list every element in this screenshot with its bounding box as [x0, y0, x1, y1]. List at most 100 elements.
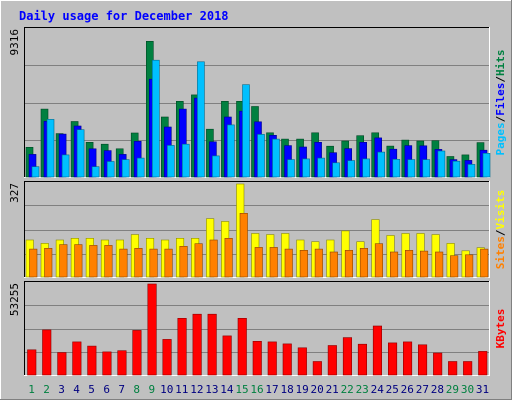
kbytes-bar-kbytes-day-28	[433, 352, 443, 376]
visits-sites-legend-part-0: Sites	[494, 236, 507, 269]
hits-files-pages-bar-pages-day-15	[242, 84, 250, 178]
day-label-29: 29	[446, 383, 459, 396]
day-label-20: 20	[310, 383, 323, 396]
visits-sites-bar-sites-day-27	[419, 250, 429, 278]
day-label-1: 1	[28, 383, 35, 396]
visits-sites-bar-sites-day-11	[179, 246, 188, 278]
hits-files-pages-bar-pages-day-9	[152, 59, 160, 178]
hits-files-pages-bar-pages-day-22	[347, 160, 356, 178]
day-label-25: 25	[386, 383, 399, 396]
kbytes-bar-kbytes-day-20	[312, 361, 322, 376]
visits-sites-bar-sites-day-30	[465, 254, 474, 278]
visits-sites-panel: 327 Sites/Visits	[8, 181, 507, 278]
hits-files-pages-bar-pages-day-19	[302, 158, 310, 178]
kbytes-bar-kbytes-day-4	[72, 341, 82, 376]
kbytes-bar-kbytes-day-6	[102, 351, 112, 376]
day-label-10: 10	[160, 383, 173, 396]
visits-sites-bar-sites-day-18	[284, 248, 293, 278]
hits-files-pages-bar-pages-day-8	[136, 157, 145, 178]
kbytes-bar-kbytes-day-14	[222, 335, 232, 376]
day-label-2: 2	[43, 383, 50, 396]
kbytes-bar-kbytes-day-5	[87, 345, 97, 376]
day-label-17: 17	[265, 383, 278, 396]
day-label-16: 16	[250, 383, 263, 396]
day-label-12: 12	[190, 383, 203, 396]
hits-files-pages-bar-pages-day-31	[482, 153, 491, 178]
day-label-23: 23	[356, 383, 369, 396]
visits-sites-bar-sites-day-29	[450, 255, 459, 278]
day-label-15: 15	[235, 383, 248, 396]
visits-sites-bar-sites-day-4	[74, 244, 83, 278]
visits-sites-bar-sites-day-8	[134, 248, 143, 278]
hits-files-pages-bar-pages-day-3	[61, 154, 70, 178]
hits-files-pages-bar-pages-day-23	[362, 158, 371, 178]
day-label-6: 6	[103, 383, 110, 396]
hits-files-pages-bar-pages-day-16	[257, 134, 265, 178]
visits-sites-bar-sites-day-7	[119, 248, 128, 278]
kbytes-bar-kbytes-day-17	[267, 341, 277, 376]
visits-sites-bar-sites-day-23	[359, 248, 369, 278]
visits-sites-bar-sites-day-25	[389, 251, 399, 278]
kbytes-bar-kbytes-day-7	[117, 350, 127, 376]
day-label-9: 9	[148, 383, 155, 396]
kbytes-bar-kbytes-day-8	[132, 330, 142, 376]
kbytes-bar-kbytes-day-30	[463, 361, 473, 376]
hits-files-pages-bar-pages-day-30	[467, 164, 476, 178]
hits-files-pages-bar-pages-day-11	[182, 143, 190, 178]
kbytes-bar-kbytes-day-19	[297, 347, 307, 376]
visits-sites-bar-sites-day-6	[104, 245, 113, 278]
hits-files-pages-bar-pages-day-4	[76, 129, 85, 178]
hits-files-pages-legend-part-1: /	[494, 115, 507, 122]
kbytes-bar-kbytes-day-29	[448, 361, 458, 376]
day-label-28: 28	[431, 383, 444, 396]
hits-files-pages-bar-pages-day-7	[121, 159, 130, 178]
day-label-5: 5	[88, 383, 95, 396]
hits-files-pages-bar-pages-day-25	[392, 159, 401, 178]
kbytes-bar-kbytes-day-23	[357, 343, 368, 376]
visits-sites-bar-sites-day-10	[164, 248, 173, 278]
kbytes-bar-kbytes-day-13	[207, 313, 217, 376]
visits-sites-bar-sites-day-13	[209, 239, 218, 278]
day-label-27: 27	[416, 383, 429, 396]
day-label-11: 11	[175, 383, 188, 396]
hits-files-pages-bar-pages-day-14	[227, 124, 235, 178]
kbytes-bar-kbytes-day-18	[282, 343, 292, 376]
visits-sites-bar-sites-day-5	[89, 245, 98, 278]
visits-sites-bar-sites-day-24	[374, 243, 384, 278]
hits-files-pages-legend-part-3: /	[494, 76, 507, 83]
hits-files-pages-bar-pages-day-6	[106, 161, 115, 178]
hits-files-pages-bar-pages-day-29	[452, 160, 461, 178]
kbytes-bar-kbytes-day-16	[252, 340, 262, 376]
kbytes-legend-part-0: KBytes	[494, 309, 507, 349]
day-label-8: 8	[133, 383, 140, 396]
chart-title: Daily usage for December 2018	[19, 9, 229, 23]
visits-sites-legend-part-2: Visits	[494, 190, 507, 230]
day-label-4: 4	[73, 383, 80, 396]
visits-sites-series-legend: Sites/Visits	[494, 190, 507, 270]
kbytes-series-legend: KBytes	[494, 309, 507, 349]
visits-sites-bar-sites-day-15	[239, 213, 248, 278]
kbytes-bar-kbytes-day-27	[417, 344, 428, 376]
day-label-14: 14	[220, 383, 234, 396]
day-label-30: 30	[461, 383, 474, 396]
hits-files-pages-bar-pages-day-26	[407, 159, 416, 178]
day-label-21: 21	[326, 383, 339, 396]
visits-sites-bar-sites-day-14	[224, 238, 233, 278]
kbytes-bar-kbytes-day-22	[342, 337, 353, 376]
visits-sites-bar-sites-day-17	[269, 247, 278, 278]
visits-sites-bar-sites-day-22	[344, 250, 354, 278]
visits-sites-bar-sites-day-1	[29, 248, 38, 278]
visits-sites-legend-part-1: /	[494, 229, 507, 236]
visits-sites-bar-sites-day-31	[480, 248, 489, 278]
hits-files-pages-bar-pages-day-17	[272, 138, 280, 178]
visits-sites-bar-sites-day-9	[149, 248, 158, 278]
hits-files-pages-ymax-label: 9316	[8, 29, 21, 56]
day-label-22: 22	[341, 383, 354, 396]
hits-files-pages-bar-pages-day-27	[422, 159, 431, 178]
hits-files-pages-bar-pages-day-13	[212, 155, 220, 178]
kbytes-bar-kbytes-day-11	[177, 317, 187, 376]
hits-files-pages-bar-pages-day-24	[377, 151, 386, 178]
day-label-18: 18	[280, 383, 293, 396]
visits-sites-bar-sites-day-16	[254, 247, 263, 278]
